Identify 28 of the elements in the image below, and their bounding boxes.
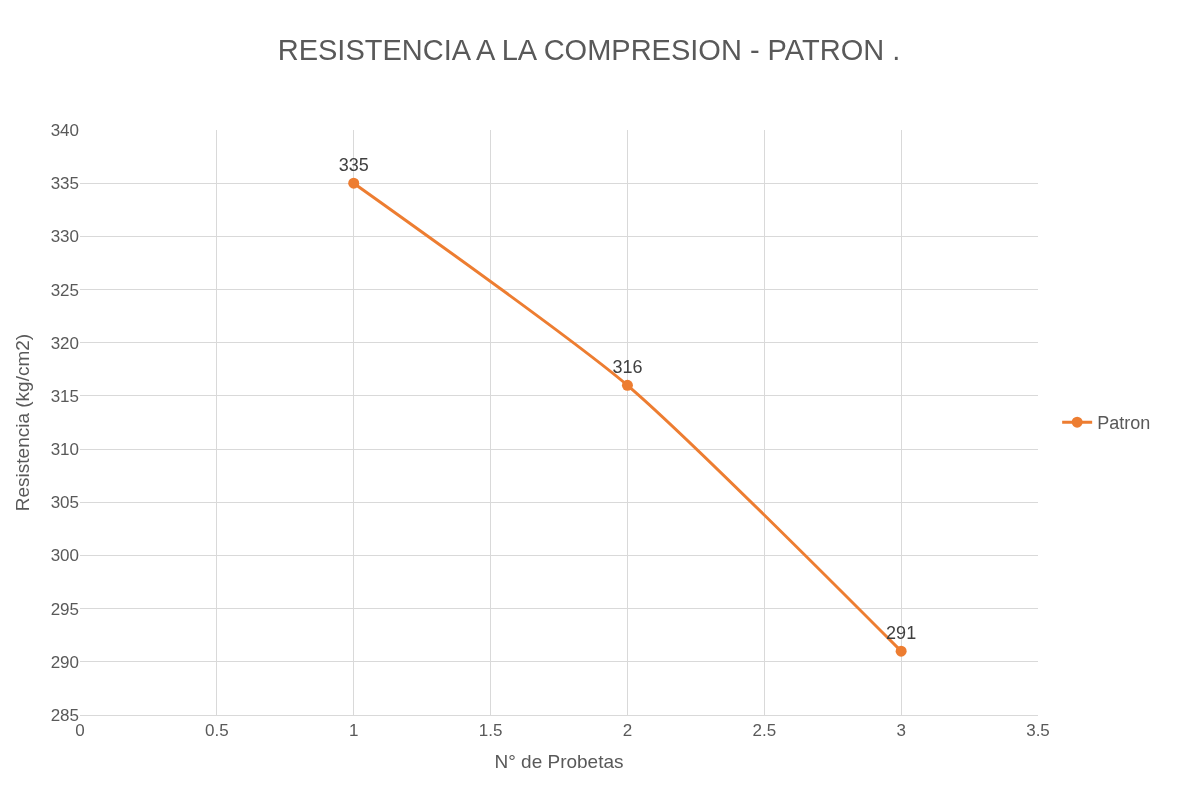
point [895, 645, 907, 657]
x-tick-label: 2.5 [752, 721, 777, 741]
y-tick-label: 310 [50, 440, 79, 460]
data-label: 316 [612, 356, 643, 377]
point [621, 379, 633, 391]
x-tick-label: 1 [348, 721, 359, 741]
y-tick-label: 300 [50, 546, 79, 566]
x-tick-label: 3.5 [1026, 721, 1050, 741]
chart-title: RESISTENCIA A LA COMPRESION - PATRON . [277, 33, 901, 66]
x-tick-label: 1.5 [478, 721, 503, 741]
x-tick-label: 3 [896, 721, 906, 741]
data-label: 335 [338, 154, 369, 175]
point [348, 177, 360, 189]
y-tick-label: 325 [50, 280, 79, 300]
y-tick-label: 330 [50, 227, 79, 247]
x-tick-label: 0.5 [205, 721, 229, 741]
y-tick-label: 315 [50, 386, 79, 406]
y-tick-label: 290 [50, 652, 79, 672]
y-tick-label: 305 [50, 493, 79, 513]
y-axis-title: Resistencia (kg/cm2) [12, 333, 34, 512]
y-tick-label: 340 [50, 120, 79, 140]
x-axis-title: N° de Probetas [494, 751, 624, 773]
x-tick-label: 2 [622, 721, 633, 741]
y-tick-label: 295 [50, 599, 79, 619]
data-label: 291 [886, 622, 917, 643]
y-tick-label: 320 [50, 333, 79, 353]
y-tick-label: 335 [50, 174, 79, 194]
legend-label: Patron [1097, 413, 1151, 434]
